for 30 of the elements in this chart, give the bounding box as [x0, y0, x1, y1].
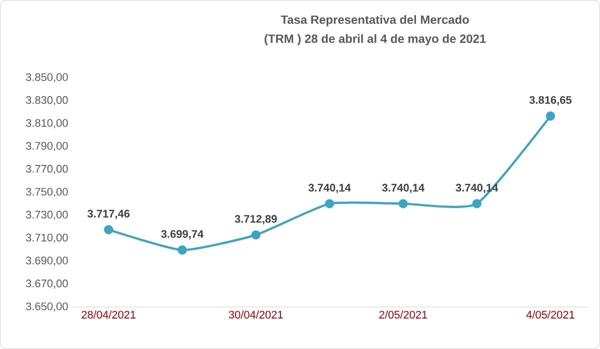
y-tick-label: 3.850,00: [26, 73, 68, 82]
chart-title: Tasa Representativa del Mercado: [280, 15, 469, 26]
x-tick-label: 30/04/2021: [228, 310, 283, 319]
point: [324, 199, 334, 208]
y-tick-label: 3.810,00: [26, 119, 68, 128]
x-tick-label: 2/05/2021: [379, 310, 428, 319]
point: [398, 199, 408, 208]
data-label: 3.740,14: [382, 184, 424, 194]
point: [472, 199, 482, 208]
y-tick-label: 3.690,00: [26, 256, 68, 266]
y-tick-label: 3.650,00: [26, 302, 68, 312]
chart-subtitle: (TRM ) 28 de abril al 4 de mayo de 2021: [264, 34, 486, 46]
y-tick-label: 3.670,00: [26, 280, 68, 289]
y-tick-label: 3.730,00: [26, 210, 68, 220]
y-tick-label: 3.830,00: [26, 96, 68, 106]
y-tick-label: 3.770,00: [26, 165, 68, 174]
data-label: 3.712,89: [234, 215, 277, 225]
point: [251, 230, 260, 240]
y-tick-label: 3.790,00: [26, 142, 68, 152]
point: [546, 112, 556, 121]
y-tick-label: 3.710,00: [26, 234, 68, 243]
x-tick-label: 4/05/2021: [526, 310, 574, 319]
data-label: 3.816,65: [529, 96, 572, 106]
data-label: 3.740,14: [308, 184, 351, 194]
point: [178, 246, 187, 255]
x-tick-label: 28/04/2021: [82, 310, 136, 319]
y-tick-label: 3.750,00: [26, 188, 68, 198]
data-label: 3.717,46: [88, 210, 130, 220]
point: [104, 225, 114, 234]
data-label: 3.699,74: [161, 230, 204, 240]
